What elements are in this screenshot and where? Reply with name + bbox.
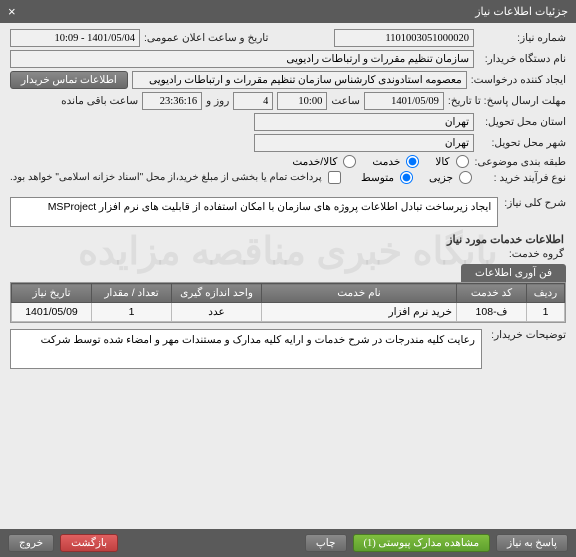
footer-bar: پاسخ به نیاز مشاهده مدارک پیوستی (1) چاپ… bbox=[0, 529, 576, 557]
buyer-note-box: رعایت کلیه مندرجات در شرح خدمات و ارایه … bbox=[10, 329, 482, 369]
process-label: نوع فرآیند خرید : bbox=[478, 172, 566, 184]
cell-qty: 1 bbox=[92, 303, 172, 322]
province-label: استان محل تحویل: bbox=[478, 116, 566, 128]
cell-unit: عدد bbox=[172, 303, 262, 322]
back-button[interactable]: بازگشت bbox=[60, 534, 118, 552]
services-table: ردیف کد خدمت نام خدمت واحد اندازه گیری ت… bbox=[10, 282, 566, 323]
close-icon[interactable]: × bbox=[8, 4, 16, 19]
table-header-row: ردیف کد خدمت نام خدمت واحد اندازه گیری ت… bbox=[12, 284, 565, 303]
window-title: جزئیات اطلاعات نیاز bbox=[475, 5, 568, 18]
attachments-button[interactable]: مشاهده مدارک پیوستی (1) bbox=[353, 534, 491, 552]
cell-row: 1 bbox=[527, 303, 565, 322]
city-label: شهر محل تحویل: bbox=[478, 137, 566, 149]
proc-partial-radio[interactable] bbox=[459, 171, 472, 184]
window-header: جزئیات اطلاعات نیاز × bbox=[0, 0, 576, 23]
print-button[interactable]: چاپ bbox=[305, 534, 347, 552]
settlement-label: پرداخت تمام یا بخشی از مبلغ خرید،از محل … bbox=[10, 172, 322, 183]
tab-it[interactable]: فن آوری اطلاعات bbox=[461, 264, 566, 282]
deadline-time-label: ساعت bbox=[331, 95, 360, 107]
need-no-label: شماره نیاز: bbox=[478, 32, 566, 44]
deadline-label: مهلت ارسال پاسخ: تا تاریخ: bbox=[448, 95, 566, 107]
announce-field bbox=[10, 29, 140, 47]
section-title: اطلاعات خدمات مورد نیاز bbox=[0, 233, 564, 246]
deadline-time-field bbox=[277, 92, 327, 110]
cat-service-label: خدمت bbox=[372, 156, 400, 168]
days-label: روز و bbox=[206, 95, 229, 107]
buyer-field bbox=[10, 50, 474, 68]
proc-medium-label: متوسط bbox=[361, 172, 394, 184]
form-area: شماره نیاز: تاریخ و ساعت اعلان عمومی: نا… bbox=[0, 23, 576, 191]
table-row[interactable]: 1 ف-108 خرید نرم افزار عدد 1 1401/05/09 bbox=[12, 303, 565, 322]
col-code: کد خدمت bbox=[457, 284, 527, 303]
cell-name: خرید نرم افزار bbox=[262, 303, 457, 322]
exit-button[interactable]: خروج bbox=[8, 534, 54, 552]
city-field bbox=[254, 134, 474, 152]
col-name: نام خدمت bbox=[262, 284, 457, 303]
need-no-field bbox=[334, 29, 474, 47]
requester-label: ایجاد کننده درخواست: bbox=[471, 74, 566, 86]
cat-both-label: کالا/خدمت bbox=[292, 156, 337, 168]
cat-goods-radio[interactable] bbox=[456, 155, 469, 168]
col-date: تاریخ نیاز bbox=[12, 284, 92, 303]
contact-buyer-button[interactable]: اطلاعات تماس خریدار bbox=[10, 71, 128, 89]
desc-label: شرح کلی نیاز: bbox=[504, 197, 566, 209]
buyer-note-label: توضیحات خریدار: bbox=[488, 329, 566, 341]
proc-partial-label: جزیی bbox=[429, 172, 453, 184]
buyer-label: نام دستگاه خریدار: bbox=[478, 53, 566, 65]
cat-goods-label: کالا bbox=[435, 156, 449, 168]
announce-label: تاریخ و ساعت اعلان عمومی: bbox=[144, 32, 268, 44]
desc-box: ایجاد زیرساخت تبادل اطلاعات پروژه های سا… bbox=[10, 197, 498, 227]
col-qty: تعداد / مقدار bbox=[92, 284, 172, 303]
days-field bbox=[233, 92, 273, 110]
proc-medium-radio[interactable] bbox=[400, 171, 413, 184]
reply-button[interactable]: پاسخ به نیاز bbox=[496, 534, 568, 552]
cat-service-radio[interactable] bbox=[406, 155, 419, 168]
deadline-date-field bbox=[364, 92, 444, 110]
category-label: طبقه بندی موضوعی: bbox=[475, 156, 566, 168]
col-unit: واحد اندازه گیری bbox=[172, 284, 262, 303]
province-field bbox=[254, 113, 474, 131]
col-row: ردیف bbox=[527, 284, 565, 303]
cat-both-radio[interactable] bbox=[343, 155, 356, 168]
cell-code: ف-108 bbox=[457, 303, 527, 322]
remaining-label: ساعت باقی مانده bbox=[61, 95, 138, 107]
requester-field bbox=[132, 71, 467, 89]
remaining-time-field bbox=[142, 92, 202, 110]
settlement-checkbox[interactable] bbox=[328, 171, 341, 184]
cell-date: 1401/05/09 bbox=[12, 303, 92, 322]
group-label: گروه خدمت: bbox=[504, 248, 564, 260]
